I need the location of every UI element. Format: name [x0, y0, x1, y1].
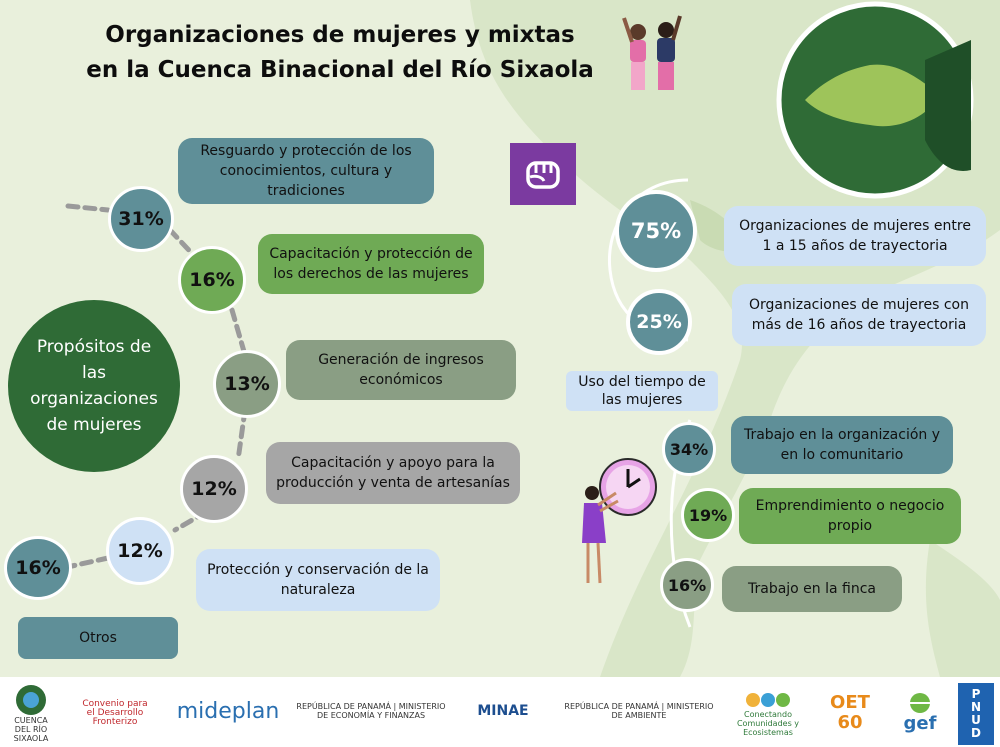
- trajectory-percent-2: 25%: [626, 289, 692, 355]
- purpose-percent-1: 31%: [108, 186, 174, 252]
- logo-panama-mef: REPÚBLICA DE PANAMÁ | MINISTERIO DE ECON…: [296, 702, 446, 720]
- purpose-label-6: Otros: [18, 617, 178, 659]
- time-use-percent-2: 19%: [681, 488, 735, 542]
- logo-minae: MINAE: [477, 702, 529, 719]
- map-inset-icon: [776, 1, 974, 199]
- time-use-percent-1: 34%: [662, 422, 716, 476]
- footer-logos: CUENCA DEL RÍO SIXAOLA Convenio para el …: [0, 677, 1000, 747]
- logo-convenio: Convenio para el Desarrollo Fronterizo: [82, 698, 148, 727]
- logo-conectando: Conectando Comunidades y Ecosistemas: [730, 685, 806, 741]
- time-use-percent-3: 16%: [660, 558, 714, 612]
- time-use-heading: Uso del tiempo de las mujeres: [566, 371, 718, 411]
- time-use-label-1: Trabajo en la organización y en lo comun…: [731, 416, 953, 474]
- purpose-percent-3: 13%: [213, 350, 281, 418]
- title-line-2: en la Cuenca Binacional del Río Sixaola: [86, 57, 594, 83]
- time-use-label-2: Emprendimiento o negocio propio: [739, 488, 961, 544]
- logo-oet: OET 60: [830, 692, 870, 733]
- trajectory-label-1: Organizaciones de mujeres entre 1 a 15 a…: [724, 206, 986, 266]
- purposes-center-label: Propósitos de las organizaciones de muje…: [30, 337, 158, 435]
- emblem-icon: [16, 685, 46, 715]
- logo-mideplan: mideplan: [176, 699, 280, 724]
- purpose-label-1: Resguardo y protección de los conocimien…: [178, 138, 434, 204]
- purpose-label-5: Protección y conservación de la naturale…: [196, 549, 440, 611]
- logo-comision-binacional: CUENCA DEL RÍO SIXAOLA: [6, 683, 56, 743]
- women-raising-fists-icon: [622, 15, 682, 90]
- purpose-percent-2: 16%: [178, 246, 246, 314]
- trajectory-label-2: Organizaciones de mujeres con más de 16 …: [732, 284, 986, 346]
- purpose-label-4: Capacitación y apoyo para la producción …: [266, 442, 520, 504]
- logo-gef: gef: [890, 687, 950, 739]
- purpose-percent-6: 16%: [4, 536, 72, 600]
- purpose-percent-4: 12%: [180, 455, 248, 523]
- purposes-center-circle: Propósitos de las organizaciones de muje…: [8, 300, 180, 472]
- purpose-label-3: Generación de ingresos económicos: [286, 340, 516, 400]
- logo-panama-ambiente: REPÚBLICA DE PANAMÁ | MINISTERIO DE AMBI…: [564, 702, 714, 720]
- globe-icon: [910, 693, 930, 713]
- purpose-label-2: Capacitación y protección de los derecho…: [258, 234, 484, 294]
- hands-icon: [746, 692, 790, 707]
- page-title: Organizaciones de mujeres y mixtas en la…: [40, 18, 640, 88]
- connector-path: [65, 203, 248, 569]
- title-line-1: Organizaciones de mujeres y mixtas: [105, 22, 575, 48]
- time-use-label-3: Trabajo en la finca: [722, 566, 902, 612]
- fist-icon: [510, 143, 576, 205]
- trajectory-percent-1: 75%: [615, 190, 697, 272]
- purpose-percent-5: 12%: [106, 517, 174, 585]
- logo-pnud: PNUD: [958, 683, 994, 745]
- woman-with-clock-icon: [582, 458, 657, 584]
